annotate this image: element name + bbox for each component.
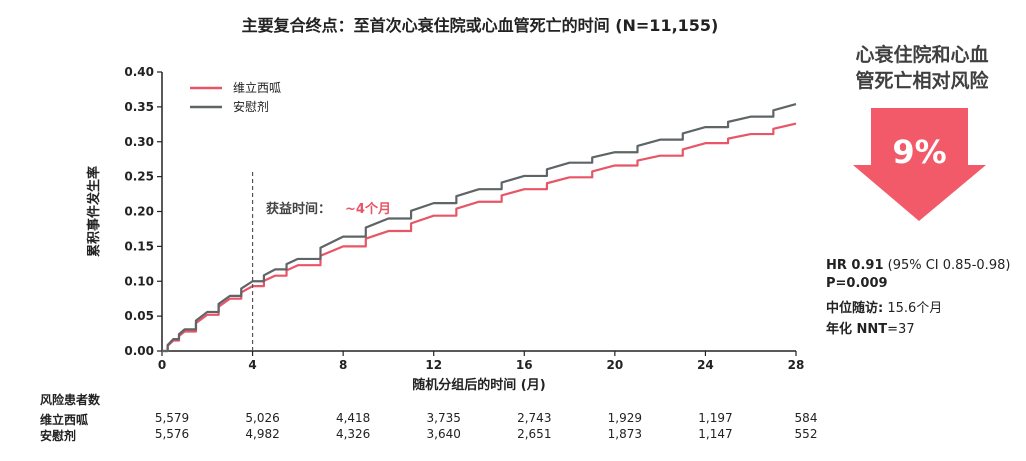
down-arrow-icon (853, 108, 986, 221)
x-tick-label: 0 (158, 358, 166, 372)
risk-cell: 584 (794, 411, 818, 425)
risk-cell: 2,743 (517, 411, 552, 425)
y-tick-label: 0.00 (124, 344, 154, 358)
risk-cell: 1,147 (698, 427, 733, 441)
x-tick-label: 8 (339, 358, 347, 372)
legend-entry: 维立西呱 (233, 80, 281, 95)
risk-cell: 4,982 (245, 427, 280, 441)
x-tick-label: 12 (425, 358, 442, 372)
risk-cell: 1,197 (698, 411, 733, 425)
x-tick-label: 28 (788, 358, 805, 372)
y-tick-label: 0.25 (124, 170, 154, 184)
risk-row-label: 安慰剂 (40, 429, 77, 443)
x-axis-title: 随机分组后的时间 (月) (412, 377, 545, 393)
risk-cell: 3,735 (426, 411, 461, 425)
series-line-1 (162, 122, 797, 353)
hr-label: HR 0.91 (826, 258, 884, 273)
p-value: P=0.009 (826, 276, 888, 291)
y-tick-label: 0.30 (124, 135, 154, 149)
axes: 0.00 0.05 0.10 0.15 0.20 0.25 0.30 0.35 0.40 0 4 8 1… (86, 65, 804, 393)
nnt-label: 年化 NNT (826, 322, 888, 337)
legend-entry: 安慰剂 (233, 99, 269, 114)
benefit-label: 获益时间： (266, 201, 331, 217)
y-tick-label: 0.35 (124, 100, 154, 114)
risk-cell: 4,418 (335, 411, 371, 425)
y-axis-title: 累积事件发生率 (86, 166, 102, 257)
risk-row-label: 维立西呱 (40, 413, 89, 427)
y-tick-label: 0.10 (124, 274, 154, 288)
risk-cell: 5,576 (154, 427, 190, 441)
series-line-2 (162, 103, 797, 353)
nnt-value: =37 (887, 322, 915, 337)
risk-cell: 2,651 (517, 427, 552, 441)
risk-cell: 3,640 (426, 427, 461, 441)
x-tick-label: 24 (697, 358, 714, 372)
followup-stat: 中位随访: 15.6个月 (826, 297, 942, 316)
hr-ci: (95% CI 0.85-0.98) (883, 258, 1011, 273)
y-tick-label: 0.40 (124, 65, 154, 79)
y-tick-label: 0.20 (124, 205, 154, 219)
risk-table-title: 风险患者数 (40, 393, 101, 407)
side-title-line2: 管死亡相对风险 (855, 70, 989, 92)
chart-title: 主要复合终点：至首次心衰住院或心血管死亡的时间 (N=11,155) (241, 16, 719, 35)
risk-cell: 552 (794, 427, 818, 441)
side-title-line1: 心衰住院和心血 (855, 44, 989, 66)
followup-label: 中位随访: (826, 301, 884, 316)
y-tick-label: 0.05 (124, 309, 154, 323)
risk-reduction-value: 9% (892, 133, 947, 171)
followup-value: 15.6个月 (883, 301, 943, 316)
x-tick-label: 20 (607, 358, 624, 372)
side-panel-title: 心衰住院和心血 管死亡相对风险 (832, 42, 1012, 94)
risk-cell: 4,326 (335, 427, 371, 441)
nnt-stat: 年化 NNT=37 (826, 318, 915, 337)
curves (162, 103, 797, 353)
benefit-value: ~4个月 (345, 201, 391, 217)
x-tick-label: 16 (516, 358, 533, 372)
hr-stat: HR 0.91 (95% CI 0.85-0.98) (826, 258, 1010, 273)
risk-cell: 5,026 (245, 411, 280, 425)
risk-cell: 1,929 (607, 411, 643, 425)
y-tick-label: 0.15 (124, 239, 154, 253)
risk-cell: 1,873 (607, 427, 643, 441)
km-plot: 0.00 0.05 0.10 0.15 0.20 0.25 0.30 0.35 0.40 0 4 8 1… (86, 65, 804, 393)
risk-cell: 5,579 (154, 411, 190, 425)
x-tick-label: 4 (248, 358, 256, 372)
p-value-stat: P=0.009 (826, 276, 888, 291)
